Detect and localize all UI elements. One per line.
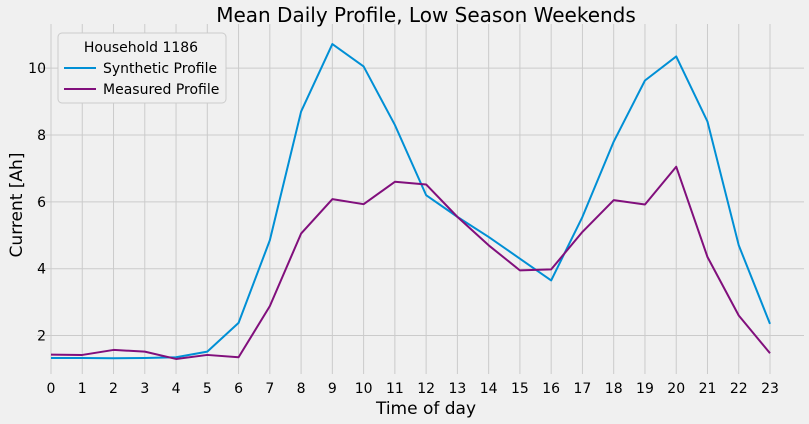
x-tick-label: 6 xyxy=(234,381,243,397)
x-tick-label: 23 xyxy=(761,381,779,397)
x-tick-label: 9 xyxy=(328,381,337,397)
x-axis-label: Time of day xyxy=(375,399,476,419)
legend-label-synthetic: Synthetic Profile xyxy=(103,61,217,77)
series-lines xyxy=(50,43,771,360)
legend: Household 1186 Synthetic Profile Measure… xyxy=(57,32,227,104)
x-tick-label: 2 xyxy=(109,381,118,397)
x-tick-label: 13 xyxy=(448,381,466,397)
x-tick-label: 19 xyxy=(636,381,654,397)
y-tick-label: 4 xyxy=(37,262,46,278)
x-tick-label: 3 xyxy=(140,381,149,397)
y-tick-label: 2 xyxy=(37,329,46,345)
legend-label-measured: Measured Profile xyxy=(103,82,219,98)
x-tick-label: 8 xyxy=(297,381,306,397)
series-line-measured xyxy=(50,165,771,360)
y-tick-label: 8 xyxy=(37,128,46,144)
x-tick-label: 14 xyxy=(480,381,498,397)
legend-title: Household 1186 xyxy=(84,40,198,56)
x-tick-label: 4 xyxy=(172,381,181,397)
x-tick-label: 21 xyxy=(699,381,717,397)
y-tick-label: 6 xyxy=(37,195,46,211)
x-tick-label: 22 xyxy=(730,381,748,397)
chart-title: Mean Daily Profile, Low Season Weekends xyxy=(216,3,636,27)
x-tick-label: 10 xyxy=(355,381,373,397)
x-tick-label: 5 xyxy=(203,381,212,397)
x-tick-label: 18 xyxy=(605,381,623,397)
x-tick-label: 20 xyxy=(667,381,685,397)
x-tick-label: 0 xyxy=(47,381,56,397)
x-tick-label: 17 xyxy=(574,381,592,397)
x-tick-label: 15 xyxy=(511,381,529,397)
y-tick-labels: 2 4 6 8 10 xyxy=(28,61,46,344)
x-tick-label: 7 xyxy=(265,381,274,397)
x-tick-label: 12 xyxy=(417,381,435,397)
legend-frame xyxy=(57,32,227,104)
x-tick-label: 1 xyxy=(78,381,87,397)
x-tick-label: 11 xyxy=(386,381,404,397)
y-axis-label: Current [Ah] xyxy=(7,153,27,258)
y-tick-label: 10 xyxy=(28,61,46,77)
x-tick-label: 16 xyxy=(542,381,560,397)
x-tick-labels: 0 1 2 3 4 5 6 7 8 9 10 11 12 13 14 15 16 17 18 19 20 21 22 23 xyxy=(47,381,779,397)
